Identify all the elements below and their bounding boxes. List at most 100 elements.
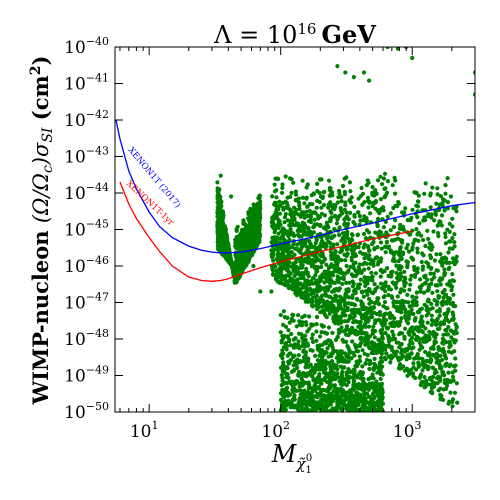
scatter-point (410, 341, 415, 346)
scatter-point (444, 383, 450, 388)
scatter-point (380, 322, 385, 327)
scatter-point (299, 271, 304, 276)
scatter-point (324, 262, 329, 267)
x-axis-label: Mχ̃10 (271, 440, 312, 476)
scatter-point (352, 244, 357, 249)
scatter-point (278, 265, 283, 270)
scatter-point (305, 270, 310, 275)
scatter-point (297, 397, 302, 402)
scatter-point (279, 373, 284, 378)
scatter-point (447, 344, 452, 350)
scatter-point (334, 221, 339, 226)
scatter-point (426, 299, 431, 304)
scatter-point (299, 401, 305, 406)
scatter-point (437, 219, 442, 224)
scatter-point (416, 238, 421, 243)
scatter-point (413, 316, 418, 321)
scatter-point (365, 195, 371, 200)
scatter-point (346, 359, 351, 364)
scatter-point (327, 280, 332, 285)
scatter-point (328, 364, 333, 369)
scatter-point (222, 251, 227, 256)
scatter-point (242, 258, 247, 263)
scatter-point (335, 367, 340, 372)
scatter-point (285, 375, 291, 380)
scatter-point (395, 294, 400, 299)
scatter-point (453, 356, 458, 361)
scatter-point (320, 195, 325, 201)
scatter-point (433, 212, 438, 217)
scatter-point (444, 292, 449, 297)
scatter-point (384, 351, 389, 356)
scatter-point (310, 348, 315, 353)
scatter-point (403, 326, 408, 331)
scatter-point (408, 218, 413, 223)
scatter-point (438, 353, 443, 358)
scatter-point (394, 263, 399, 268)
scatter-point (317, 288, 322, 293)
scatter-point (358, 218, 363, 223)
scatter-point (366, 286, 372, 292)
scatter-point (389, 315, 394, 320)
scatter-point (382, 294, 387, 299)
ylabel-sigma-sub: SI (40, 127, 56, 143)
scatter-point (360, 364, 365, 369)
scatter-point (342, 176, 347, 181)
scatter-point (442, 318, 447, 323)
scatter-point (297, 249, 303, 254)
scatter-point (359, 396, 365, 402)
scatter-point (215, 200, 220, 205)
scatter-point (369, 311, 374, 316)
scatter-point (385, 179, 390, 184)
y-tick-label: 10−50 (64, 400, 109, 423)
scatter-point (337, 232, 342, 238)
scatter-point (333, 214, 338, 219)
scatter-point (328, 209, 333, 214)
scatter-point (291, 242, 296, 247)
scatter-point (315, 265, 320, 270)
scatter-point (339, 208, 344, 213)
scatter-point (371, 376, 376, 381)
scatter-point (305, 299, 310, 304)
scatter-point (328, 277, 333, 282)
scatter-point (373, 188, 378, 193)
scatter-point (450, 272, 455, 277)
scatter-point (367, 200, 372, 205)
scatter-point (426, 236, 431, 242)
scatter-point (343, 216, 348, 221)
scatter-point (393, 191, 398, 196)
scatter-point (286, 246, 291, 251)
scatter-point (339, 199, 344, 204)
scatter-point (345, 251, 350, 256)
scatter-point (280, 251, 285, 256)
scatter-point (352, 342, 357, 347)
scatter-point (330, 330, 335, 335)
scatter-point (254, 219, 259, 224)
scatter-point (319, 205, 324, 210)
scatter-point (372, 356, 377, 361)
y-tick-label: 10−43 (64, 145, 109, 168)
scatter-point (226, 248, 231, 253)
scatter-point (219, 210, 224, 215)
scatter-point (296, 281, 301, 286)
scatter-point (414, 227, 419, 232)
scatter-point (269, 289, 274, 294)
scatter-point (425, 214, 430, 219)
scatter-point (381, 176, 387, 181)
scatter-point (234, 234, 239, 240)
scatter-point (425, 358, 430, 364)
scatter-point (270, 235, 275, 240)
scatter-point (421, 336, 426, 341)
scatter-point (379, 281, 384, 286)
scatter-point (342, 319, 347, 324)
scatter-point (215, 180, 220, 185)
scatter-point (363, 283, 368, 289)
scatter-point (427, 282, 432, 287)
scatter-point (305, 278, 310, 283)
scatter-point (353, 290, 358, 296)
scatter-point (428, 266, 434, 271)
scatter-point (356, 343, 361, 348)
scatter-point (285, 334, 290, 339)
scatter-point (280, 185, 285, 190)
scatter-point (418, 277, 423, 282)
